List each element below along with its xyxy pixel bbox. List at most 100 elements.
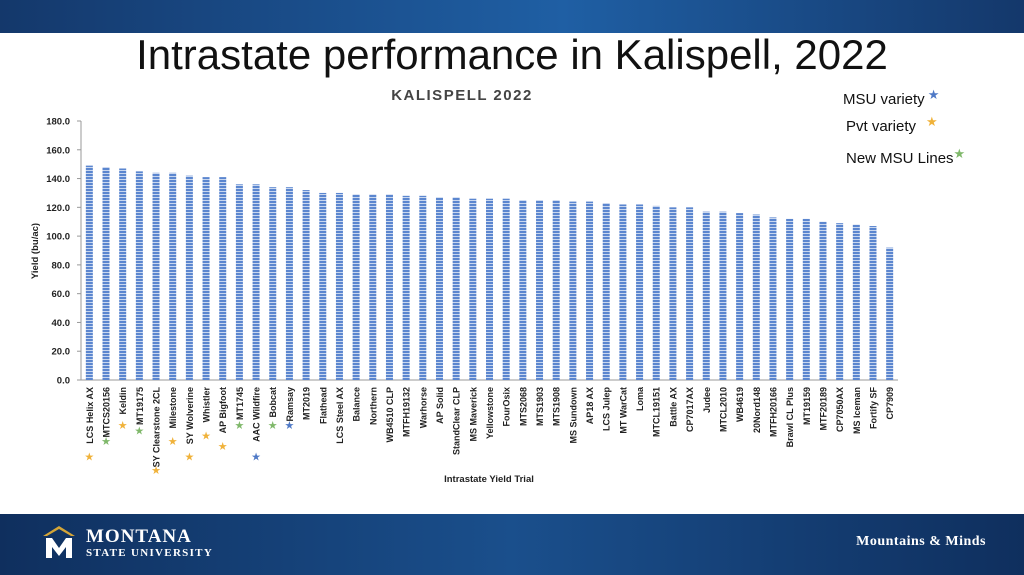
bar: [419, 195, 427, 380]
x-tick-label: Yellowstone: [485, 387, 495, 439]
legend-msu-variety: MSU variety ★: [843, 87, 939, 108]
variety-star-icon: ★: [151, 464, 161, 477]
x-tick-label: 20Nord148: [752, 387, 762, 433]
bar: [886, 247, 894, 380]
x-tick-label: WB4510 CLP: [385, 387, 395, 443]
bar: [369, 194, 377, 380]
bar: [119, 168, 127, 380]
bar: [235, 184, 243, 380]
bar: [335, 192, 343, 380]
x-tick-label: CP7050AX: [835, 387, 845, 432]
legend-pvt-variety: Pvt variety ★: [846, 114, 938, 135]
x-tick-label: Keldin: [118, 387, 128, 415]
x-tick-label: AP18 AX: [585, 387, 595, 424]
x-tick-label: LCS Helix AX: [85, 387, 95, 444]
bar: [719, 211, 727, 380]
x-tick-label: Milestone: [168, 387, 178, 429]
x-tick-label: MTS1908: [552, 387, 562, 426]
bar: [686, 207, 694, 380]
x-tick-label: Battle AX: [668, 387, 678, 427]
variety-star-icon: ★: [268, 419, 278, 432]
bar: [569, 201, 577, 380]
bar: [802, 218, 810, 380]
variety-star-icon: ★: [84, 450, 94, 463]
bar: [736, 213, 744, 380]
y-tick-label: 40.0: [52, 318, 71, 329]
bar: [219, 177, 227, 380]
bar: [536, 200, 544, 380]
x-tick-label: Fortify SF: [868, 386, 878, 429]
x-tick-label: MTFH20166: [768, 387, 778, 437]
x-tick-label: Whistler: [202, 387, 212, 423]
y-tick-label: 80.0: [52, 260, 71, 271]
bar: [435, 197, 443, 380]
x-tick-label: MS Iceman: [852, 387, 862, 434]
yield-chart: KALISPELL 2022 0.0 20.0 40.0 60.0 80.0 100.0 1…: [30, 87, 898, 485]
bar: [852, 224, 860, 380]
y-tick-label: 60.0: [52, 289, 71, 300]
bar: [819, 221, 827, 380]
x-tick-label: MT WarCat: [618, 387, 628, 434]
bar: [636, 204, 644, 380]
variety-star-icon: ★: [101, 435, 111, 448]
x-tick-label: MT1745: [235, 387, 245, 420]
bar: [769, 217, 777, 380]
bar: [519, 200, 527, 380]
legend-new-msu-lines: New MSU Lines★: [846, 146, 965, 167]
variety-star-icon: ★: [218, 440, 228, 453]
logo-line2: STATE UNIVERSITY: [86, 547, 214, 559]
variety-star-icon: ★: [201, 430, 211, 443]
bar: [485, 198, 494, 380]
bar: [669, 207, 677, 380]
bar: [135, 171, 143, 380]
bar: [552, 200, 560, 380]
bar: [252, 184, 260, 380]
msu-logo-mark-icon: [40, 524, 78, 562]
x-tick-label: MS Maverick: [468, 386, 478, 442]
variety-star-icon: ★: [184, 450, 194, 463]
x-tick-label: SY Wolverine: [185, 387, 195, 444]
x-tick-label: MT19175: [135, 387, 145, 425]
x-tick-label: Bobcat: [268, 387, 278, 418]
orange-star-icon: ★: [926, 114, 938, 129]
bar: [752, 214, 760, 380]
x-tick-label: MTCL2010: [718, 387, 728, 432]
x-tick-label: MS Sundown: [568, 387, 578, 444]
x-tick-label: Ramsay: [285, 387, 295, 422]
x-tick-label: Balance: [352, 387, 362, 422]
variety-star-icon: ★: [284, 419, 294, 432]
bar: [169, 172, 177, 380]
x-tick-label: SY Clearstone 2CL: [152, 387, 162, 468]
x-tick-label: MTF20189: [818, 387, 828, 431]
x-tick-label: FourOsix: [502, 387, 512, 427]
legend-label: Pvt variety: [846, 118, 917, 135]
msu-logo: MONTANA STATE UNIVERSITY: [40, 522, 213, 564]
x-axis-label: Intrastate Yield Trial: [444, 474, 534, 485]
bar: [452, 197, 460, 380]
bar: [85, 165, 93, 380]
bar: [202, 177, 210, 380]
bar: [185, 175, 193, 380]
x-tick-label: MTS2068: [518, 387, 528, 426]
x-tick-label: MTFH19132: [402, 387, 412, 437]
bar: [869, 226, 877, 380]
variety-star-icon: ★: [118, 419, 128, 432]
x-tick-label: Loma: [635, 386, 645, 411]
y-tick-label: 180.0: [46, 117, 70, 128]
bar: [102, 167, 110, 380]
y-tick-label: 20.0: [52, 347, 71, 358]
bar: [786, 218, 794, 380]
variety-star-icon: ★: [251, 450, 261, 463]
top-banner: [0, 0, 1024, 33]
bar: [352, 194, 360, 380]
bar: [652, 205, 660, 380]
bar: [602, 203, 610, 380]
green-star-icon: ★: [953, 146, 966, 161]
x-tick-label: MTS1903: [535, 387, 545, 426]
variety-star-icon: ★: [168, 435, 178, 448]
x-tick-label: CP7909: [885, 387, 895, 420]
x-tick-label: Northern: [368, 387, 378, 425]
y-tick-label: 100.0: [46, 232, 70, 243]
x-tick-label: CP7017AX: [685, 387, 695, 432]
bar: [402, 195, 410, 380]
